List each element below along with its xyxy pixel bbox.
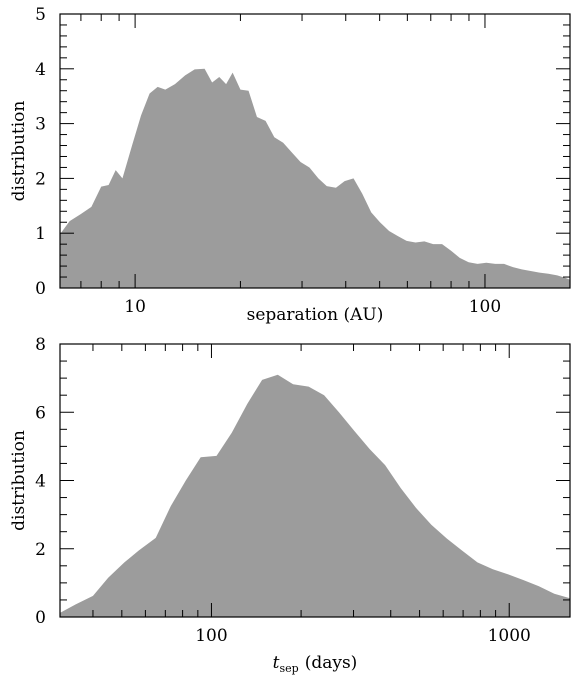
y-tick-label: 4 — [35, 60, 46, 80]
plot-frame — [59, 343, 571, 618]
tsep-distribution-area — [60, 374, 570, 617]
y-minor-ticks — [60, 24, 570, 278]
y-tick-label: 6 — [35, 403, 46, 423]
y-axis-label: distribution — [9, 430, 29, 531]
x-minor-ticks — [80, 14, 470, 288]
y-tick-labels: 0 2 4 6 8 — [35, 335, 46, 628]
separation-distribution-area — [60, 68, 570, 288]
x-axis-label: separation (AU) — [247, 305, 384, 325]
x-tick-label: 100 — [195, 626, 227, 646]
y-tick-label: 0 — [35, 279, 46, 299]
y-tick-label: 1 — [35, 224, 46, 244]
y-tick-labels: 0 1 2 3 4 5 — [35, 5, 46, 299]
x-minor-ticks — [92, 344, 497, 617]
x-tick-labels: 100 1000 — [195, 626, 531, 646]
x-axis-label-subscript: sep — [280, 662, 299, 675]
x-tick-label: 10 — [124, 297, 146, 317]
separation-panel: 10 100 0 1 2 3 4 5 separation (AU) distributio… — [9, 5, 571, 325]
x-tick-labels: 10 100 — [124, 297, 501, 317]
tsep-panel: 100 1000 0 2 4 6 8 tsep (days) distribution — [9, 335, 571, 675]
x-major-ticks — [134, 14, 486, 288]
y-tick-label: 3 — [35, 115, 46, 135]
y-tick-label: 0 — [35, 608, 46, 628]
y-axis-label: distribution — [9, 101, 29, 202]
x-axis-label-symbol: t — [273, 653, 280, 673]
x-axis-label: tsep (days) — [273, 653, 358, 675]
x-major-ticks — [210, 344, 510, 617]
y-tick-label: 4 — [35, 472, 46, 492]
x-tick-label: 1000 — [488, 626, 531, 646]
y-minor-ticks — [60, 360, 570, 601]
plot-frame — [59, 13, 571, 289]
y-tick-label: 2 — [35, 169, 46, 189]
y-tick-label: 8 — [35, 335, 46, 355]
x-tick-label: 100 — [469, 297, 501, 317]
x-axis-label-units: (days) — [305, 653, 358, 673]
y-tick-label: 5 — [35, 5, 46, 25]
y-tick-label: 2 — [35, 540, 46, 560]
